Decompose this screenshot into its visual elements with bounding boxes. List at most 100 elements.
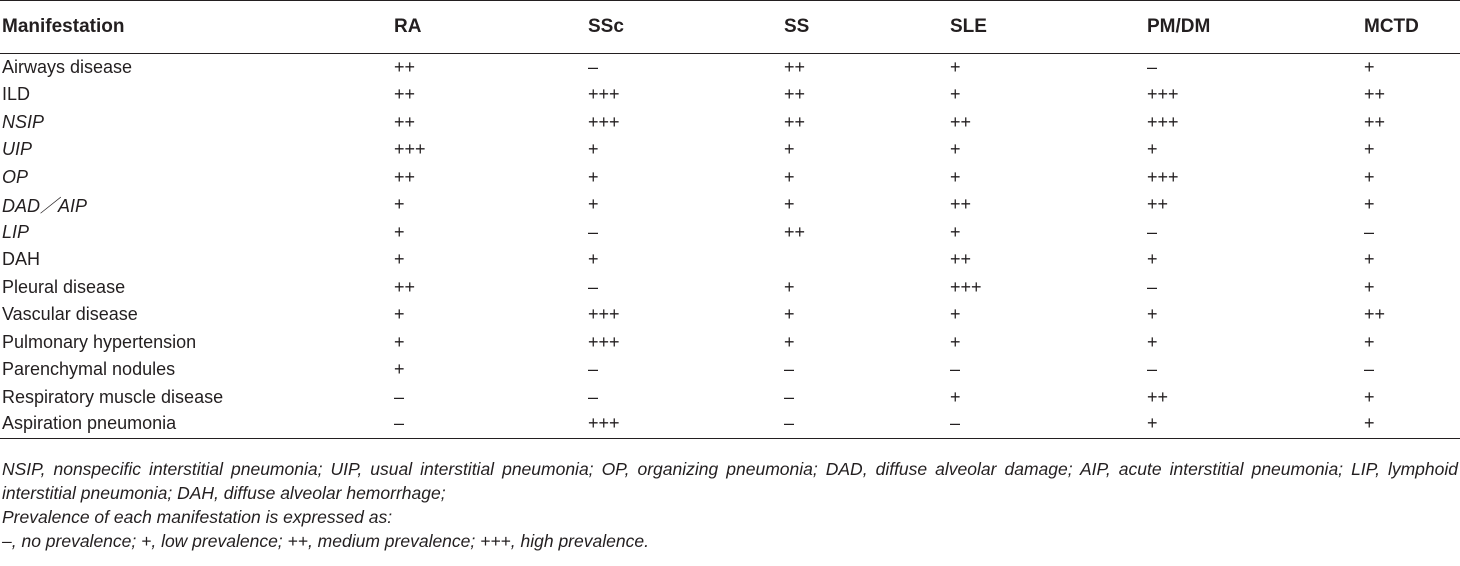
cell-mctd: – xyxy=(1364,221,1375,242)
cell-pm-dm: + xyxy=(1147,249,1158,270)
cell-mctd: ++ xyxy=(1364,111,1386,132)
cell-ra: + xyxy=(394,194,405,215)
cell-ra: + xyxy=(394,331,405,352)
cell-ss: – xyxy=(784,411,950,439)
cell-sle: – xyxy=(950,359,961,380)
cell-ss: ++ xyxy=(784,84,806,105)
cell-ssc: – xyxy=(588,57,599,77)
row-label: DAD／AIP xyxy=(2,195,88,216)
header-ra: RA xyxy=(394,0,588,54)
cell-ss: ++ xyxy=(784,111,806,132)
cell-ss: + xyxy=(784,276,795,297)
row-label: Parenchymal nodules xyxy=(2,359,176,380)
cell-pm-dm: + xyxy=(1147,304,1158,325)
table-row: DAH + + ++ + + xyxy=(0,246,1460,274)
cell-ssc: + xyxy=(588,139,599,160)
cell-ra: ++ xyxy=(394,57,416,77)
table-row: Airways disease ++ – ++ + – + xyxy=(0,54,1460,82)
cell-ra: + xyxy=(394,304,405,325)
table-row: OP ++ + + + +++ + xyxy=(0,164,1460,192)
header-manifestation: Manifestation xyxy=(0,0,394,54)
footnote-prevalence-intro: Prevalence of each manifestation is expr… xyxy=(2,507,393,527)
cell-ss xyxy=(784,246,950,274)
cell-sle: +++ xyxy=(950,276,982,297)
row-label: ILD xyxy=(2,84,31,105)
row-label: Aspiration pneumonia xyxy=(0,411,394,439)
row-label: Vascular disease xyxy=(2,304,138,325)
row-label: Pleural disease xyxy=(2,276,126,297)
cell-ss: + xyxy=(784,166,795,187)
cell-pm-dm: + xyxy=(1147,331,1158,352)
cell-sle: ++ xyxy=(950,111,972,132)
cell-ss: ++ xyxy=(784,57,806,77)
cell-ssc: + xyxy=(588,194,599,215)
table-body: Airways disease ++ – ++ + – + ILD ++ +++ ++ + +++ ++ N… xyxy=(0,54,1460,439)
cell-ssc: +++ xyxy=(588,331,620,352)
cell-ra: ++ xyxy=(394,84,416,105)
cell-ss: + xyxy=(784,304,795,325)
cell-mctd: + xyxy=(1364,249,1375,270)
header-ssc: SSc xyxy=(588,0,784,54)
table-row: LIP + – ++ + – – xyxy=(0,219,1460,247)
cell-sle: + xyxy=(950,84,961,105)
table-footnotes: NSIP, nonspecific interstitial pneumonia… xyxy=(2,457,1458,553)
cell-ra: + xyxy=(394,221,405,242)
table-row: NSIP ++ +++ ++ ++ +++ ++ xyxy=(0,109,1460,137)
row-label: DAH xyxy=(2,249,41,270)
cell-pm-dm: +++ xyxy=(1147,166,1179,187)
row-label: Respiratory muscle disease xyxy=(2,386,224,407)
cell-mctd: ++ xyxy=(1364,304,1386,325)
cell-ra: – xyxy=(394,411,588,439)
cell-pm-dm: – xyxy=(1147,221,1158,242)
cell-ssc: +++ xyxy=(588,84,620,105)
footnote-prevalence-legend: –, no prevalence; +, low prevalence; ++,… xyxy=(2,531,649,551)
cell-sle: + xyxy=(950,221,961,242)
table-row: Vascular disease + +++ + + + ++ xyxy=(0,301,1460,329)
cell-pm-dm: ++ xyxy=(1147,194,1169,215)
row-label: UIP xyxy=(2,139,33,160)
table-row: DAD／AIP + + + ++ ++ + xyxy=(0,191,1460,219)
cell-sle: – xyxy=(950,411,1147,439)
cell-ssc: – xyxy=(588,221,599,242)
table-row: Respiratory muscle disease – – – + ++ + xyxy=(0,384,1460,412)
cell-sle: + xyxy=(950,57,961,77)
cell-sle: + xyxy=(950,331,961,352)
cell-pm-dm: – xyxy=(1147,57,1158,77)
cell-sle: ++ xyxy=(950,194,972,215)
cell-ssc: – xyxy=(588,359,599,380)
table-row: Parenchymal nodules + – – – – – xyxy=(0,356,1460,384)
cell-ra: ++ xyxy=(394,166,416,187)
header-sle: SLE xyxy=(950,0,1147,54)
cell-pm-dm: +++ xyxy=(1147,111,1179,132)
table-row: Aspiration pneumonia – +++ – – + + xyxy=(0,411,1460,439)
cell-ss: + xyxy=(784,139,795,160)
cell-ss: + xyxy=(784,331,795,352)
cell-mctd: + xyxy=(1364,194,1375,215)
cell-mctd: + xyxy=(1364,331,1375,352)
cell-ra: + xyxy=(394,359,405,380)
cell-ss: + xyxy=(784,194,795,215)
cell-mctd: – xyxy=(1364,359,1375,380)
row-label: LIP xyxy=(2,221,30,242)
cell-sle: + xyxy=(950,386,961,407)
cell-sle: ++ xyxy=(950,249,972,270)
row-label: Airways disease xyxy=(2,57,133,77)
cell-ra: + xyxy=(394,249,405,270)
cell-mctd: + xyxy=(1364,411,1460,439)
cell-pm-dm: +++ xyxy=(1147,84,1179,105)
cell-ss: – xyxy=(784,386,795,407)
cell-ra: – xyxy=(394,386,405,407)
footnote-abbreviations-line1: NSIP, nonspecific interstitial pneumonia… xyxy=(2,459,1458,479)
cell-ssc: – xyxy=(588,386,599,407)
cell-ra: ++ xyxy=(394,111,416,132)
row-label: Pulmonary hypertension xyxy=(2,331,197,352)
manifestations-table: Manifestation RA SSc SS SLE PM/DM MCTD A… xyxy=(0,0,1460,439)
footnote-abbreviations-line2: interstitial pneumonia; DAH, diffuse alv… xyxy=(2,483,446,503)
cell-ss: ++ xyxy=(784,221,806,242)
table-row: Pulmonary hypertension + +++ + + + + xyxy=(0,329,1460,357)
header-mctd: MCTD xyxy=(1364,0,1460,54)
row-label: NSIP xyxy=(2,111,45,132)
header-pm-dm: PM/DM xyxy=(1147,0,1364,54)
cell-ssc: – xyxy=(588,276,599,297)
